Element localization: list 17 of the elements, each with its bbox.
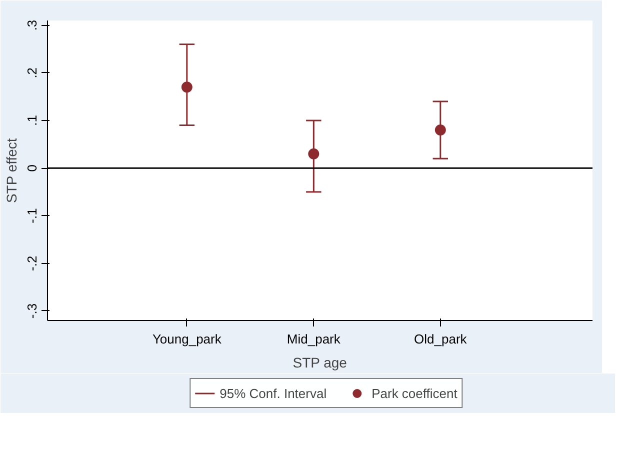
point [181, 82, 192, 93]
y-axis-title: STP effect [4, 138, 20, 204]
y-tick-label: -.1 [24, 208, 40, 224]
x-tick-label: Mid_park [286, 332, 341, 346]
y-tick-label: .1 [24, 115, 40, 126]
x-tick-label: Young_park [152, 332, 222, 346]
y-tick-label: -.2 [24, 256, 40, 271]
point [434, 124, 446, 136]
x-axis-title: STP age [292, 354, 348, 370]
y-tick-label: -.3 [24, 303, 40, 319]
y-tick-label: 0 [24, 164, 40, 172]
point [308, 148, 320, 160]
y-tick-label: .3 [24, 20, 40, 31]
text: 95% Conf. Interval [220, 386, 327, 400]
legend-label: Park coefficent [372, 386, 458, 400]
y-tick-label: .2 [24, 67, 40, 78]
x-tick-label: Old_park [414, 332, 468, 346]
